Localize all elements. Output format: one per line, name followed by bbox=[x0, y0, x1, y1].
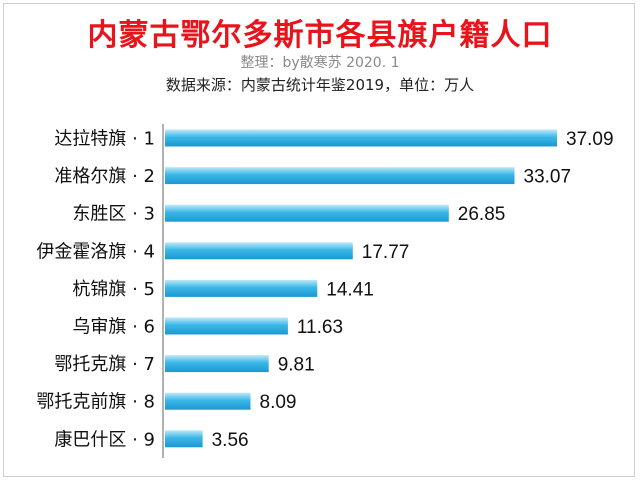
chart-frame bbox=[3, 3, 635, 477]
bar bbox=[165, 204, 449, 222]
category-label: 杭锦旗 · 5 bbox=[72, 279, 155, 300]
category-label: 东胜区 · 3 bbox=[72, 204, 155, 225]
category-label: 鄂托克旗 · 7 bbox=[54, 354, 155, 375]
data-label: 14.41 bbox=[326, 279, 374, 300]
data-label: 9.81 bbox=[278, 355, 315, 376]
category-label: 伊金霍洛旗 · 4 bbox=[36, 241, 155, 262]
bar bbox=[165, 129, 557, 147]
bar bbox=[165, 430, 203, 448]
data-label: 11.63 bbox=[297, 317, 343, 338]
data-label: 8.09 bbox=[260, 392, 297, 413]
bar bbox=[165, 279, 318, 297]
data-label: 33.07 bbox=[524, 167, 572, 188]
bar bbox=[165, 242, 353, 260]
data-label: 3.56 bbox=[212, 430, 249, 451]
data-label: 17.77 bbox=[362, 242, 410, 263]
bar bbox=[165, 317, 288, 335]
category-label: 乌审旗 · 6 bbox=[72, 317, 155, 338]
chart-subtitle: 整理：by散寒苏 2020. 1 bbox=[240, 55, 400, 71]
category-label: 康巴什区 · 9 bbox=[54, 429, 155, 450]
bar bbox=[165, 167, 515, 185]
category-label: 达拉特旗 · 1 bbox=[54, 129, 155, 150]
data-source-note: 数据来源：内蒙古统计年鉴2019，单位：万人 bbox=[165, 76, 475, 94]
category-label: 准格尔旗 · 2 bbox=[54, 166, 155, 187]
bar bbox=[165, 355, 269, 373]
data-label: 37.09 bbox=[566, 129, 614, 150]
chart-title: 内蒙古鄂尔多斯市各县旗户籍人口 bbox=[87, 18, 553, 53]
data-label: 26.85 bbox=[458, 204, 506, 225]
category-label: 鄂托克前旗 · 8 bbox=[36, 392, 155, 413]
bar bbox=[165, 392, 251, 410]
